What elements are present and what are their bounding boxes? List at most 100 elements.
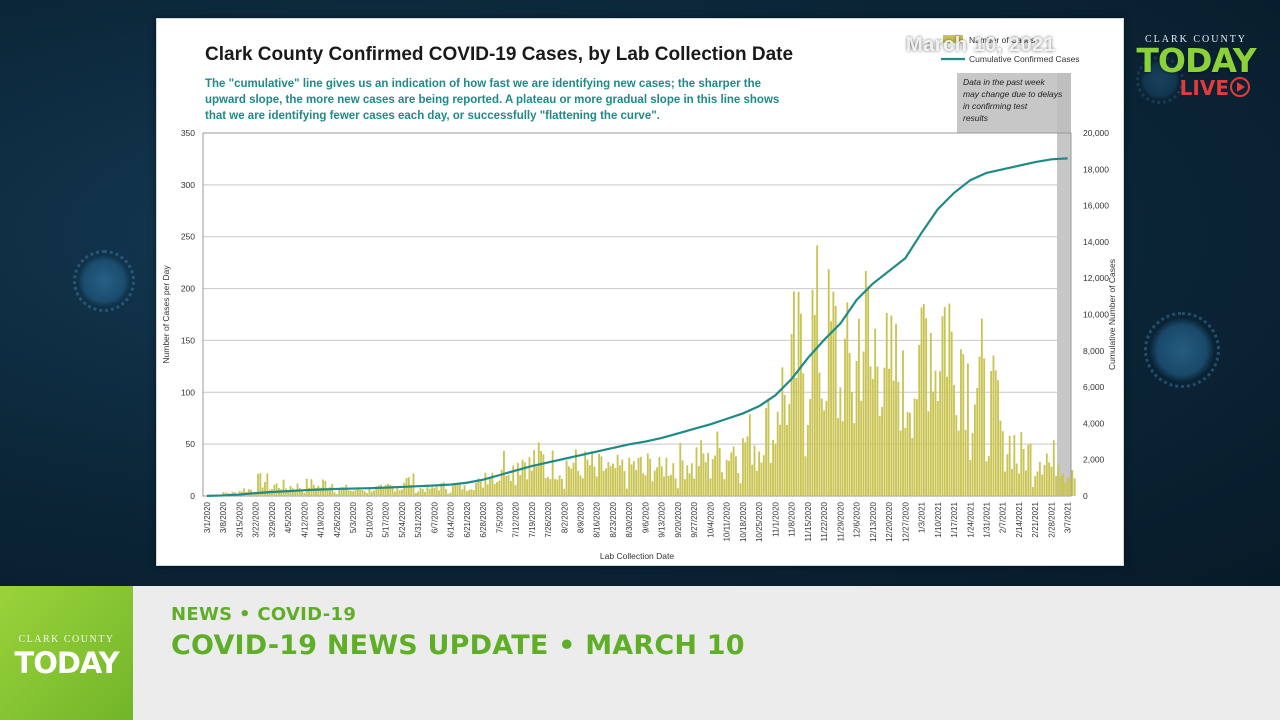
daily-case-bar <box>368 488 371 496</box>
daily-case-bar <box>635 469 638 496</box>
x-tick-label: 8/23/2020 <box>609 501 618 537</box>
daily-case-bar <box>732 446 735 496</box>
daily-case-bar <box>955 415 958 496</box>
daily-case-bar <box>681 460 684 496</box>
daily-case-bar <box>370 491 373 496</box>
daily-case-bar <box>1031 487 1034 496</box>
daily-case-bar <box>565 460 568 496</box>
daily-case-bar <box>486 484 489 496</box>
daily-case-bar <box>549 479 552 496</box>
daily-case-bar <box>482 487 484 496</box>
daily-case-bar <box>874 328 877 496</box>
daily-case-bar <box>628 457 631 496</box>
virus-graphic <box>72 249 136 313</box>
daily-case-bar <box>929 333 932 496</box>
daily-case-bar <box>934 370 937 496</box>
x-tick-label: 8/9/2020 <box>577 501 586 533</box>
daily-case-bar <box>505 475 508 496</box>
daily-case-bar <box>322 479 324 496</box>
daily-case-bar <box>454 484 457 496</box>
daily-case-bar <box>1038 461 1041 496</box>
x-tick-label: 1/17/2021 <box>950 501 959 537</box>
logo-county: CLARK COUNTY <box>18 634 115 645</box>
daily-case-bar <box>721 472 723 496</box>
daily-case-bar <box>280 489 283 496</box>
daily-case-bar <box>561 478 563 496</box>
daily-case-bar <box>686 465 689 496</box>
daily-case-bar <box>653 470 656 496</box>
daily-case-bar <box>927 411 930 496</box>
x-tick-label: 2/28/2021 <box>1047 501 1056 537</box>
daily-case-bar <box>994 370 997 496</box>
daily-case-bar <box>1025 470 1027 496</box>
x-tick-label: 5/31/2020 <box>414 501 423 537</box>
y-tick-label: 250 <box>181 232 195 242</box>
daily-case-bar <box>939 371 942 496</box>
daily-case-bar <box>658 457 661 496</box>
daily-case-bar <box>375 486 378 496</box>
daily-case-bar <box>537 442 540 496</box>
daily-case-bar <box>523 462 526 496</box>
daily-case-bar <box>410 485 413 496</box>
daily-case-bar <box>1018 473 1020 496</box>
daily-case-bar <box>683 479 686 496</box>
daily-case-bar <box>1071 470 1074 496</box>
daily-case-bar <box>414 492 417 496</box>
daily-case-bar <box>973 404 976 496</box>
daily-case-bar <box>623 471 626 496</box>
daily-case-bar <box>711 459 714 496</box>
daily-case-bar <box>574 449 577 496</box>
daily-case-bar <box>748 414 751 496</box>
daily-case-bar <box>1013 435 1016 496</box>
daily-case-bar <box>909 412 911 496</box>
daily-case-bar <box>895 323 897 496</box>
daily-case-bar <box>888 368 890 496</box>
daily-case-bar <box>572 462 575 496</box>
daily-case-bar <box>741 438 744 496</box>
daily-case-bar <box>637 457 640 496</box>
daily-case-bar <box>670 474 672 496</box>
daily-case-bar <box>1064 482 1067 496</box>
daily-case-bar <box>257 473 259 496</box>
daily-case-bar <box>625 488 628 496</box>
daily-case-bar <box>389 484 392 496</box>
daily-case-bar <box>697 466 700 496</box>
daily-case-bar <box>793 291 795 496</box>
daily-case-bar <box>735 456 737 496</box>
daily-case-bar <box>674 478 677 496</box>
daily-case-bar <box>730 452 733 496</box>
daily-case-bar <box>825 400 828 496</box>
daily-case-bar <box>762 455 765 496</box>
daily-case-bar <box>751 464 754 496</box>
daily-case-bar <box>1001 431 1004 496</box>
daily-case-bar <box>533 450 536 496</box>
daily-case-bar <box>544 478 547 496</box>
daily-case-bar <box>567 466 570 496</box>
daily-case-bar <box>728 460 730 496</box>
daily-case-bar <box>540 451 542 496</box>
daily-case-bar <box>593 466 596 496</box>
covid-chart: Clark County Confirmed COVID-19 Cases, b… <box>161 35 1117 561</box>
daily-case-bar <box>978 356 981 496</box>
daily-case-bar <box>475 482 478 496</box>
daily-case-bar <box>335 494 338 496</box>
daily-case-bar <box>862 351 865 496</box>
daily-case-bar <box>317 485 320 496</box>
daily-case-bar <box>1057 464 1060 496</box>
daily-case-bar <box>282 479 285 496</box>
daily-case-bar <box>802 373 805 496</box>
daily-case-bar <box>1004 471 1006 496</box>
x-tick-label: 2/7/2021 <box>999 501 1008 533</box>
daily-case-bar <box>403 482 406 496</box>
daily-case-bar <box>902 350 904 496</box>
daily-case-bar <box>690 463 693 496</box>
daily-case-bar <box>366 493 369 496</box>
daily-case-bar <box>428 488 431 496</box>
play-icon <box>1230 77 1250 97</box>
x-tick-label: 4/5/2020 <box>284 501 293 533</box>
daily-case-bar <box>950 331 953 496</box>
daily-case-bar <box>595 476 598 496</box>
daily-case-bar <box>1062 473 1064 496</box>
daily-case-bar <box>876 366 879 496</box>
daily-case-bar <box>563 488 566 496</box>
